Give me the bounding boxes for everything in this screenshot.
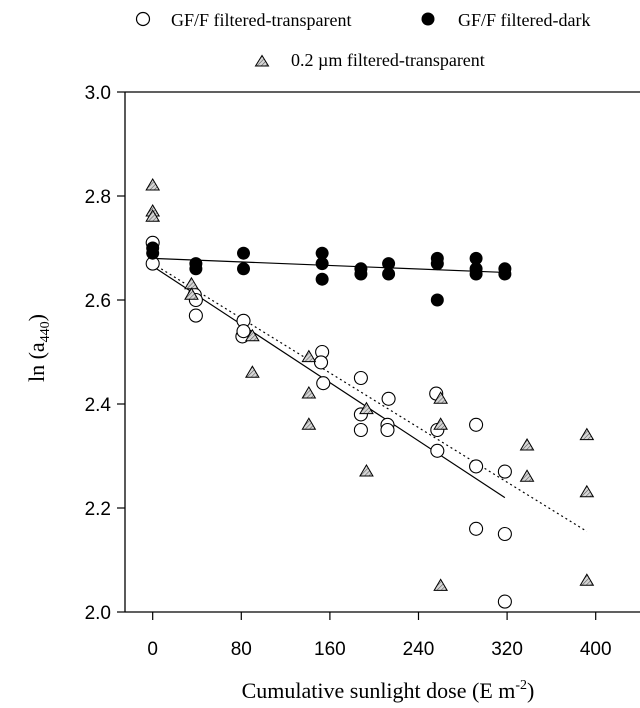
fit-line-series-1 <box>152 257 505 274</box>
point-open-circle <box>188 308 203 323</box>
x-tick-label: 80 <box>231 639 252 660</box>
legend-open-circle-marker <box>135 11 151 27</box>
point-hatched-triangle <box>519 469 535 482</box>
point-open-circle <box>353 370 368 386</box>
legend-label-dark: GF/F filtered-dark <box>458 10 590 30</box>
legend-item-dark: GF/F filtered-dark <box>421 10 590 30</box>
point-hatched-triangle <box>579 427 595 441</box>
point-hatched-triangle <box>301 417 317 430</box>
point-open-circle <box>469 521 484 536</box>
point-filled-circle <box>237 246 251 260</box>
x-axis-title-sup: -2 <box>515 678 527 693</box>
point-hatched-triangle <box>579 573 595 586</box>
point-open-circle <box>497 526 512 542</box>
x-axis-title-tail: ) <box>527 678 534 703</box>
legend-item-transparent: GF/F filtered-transparent <box>135 10 351 30</box>
point-hatched-triangle <box>359 464 374 477</box>
point-open-circle <box>316 376 331 391</box>
point-hatched-triangle <box>433 417 449 430</box>
legend-triangle-marker <box>254 54 270 67</box>
x-axis-title: Cumulative sunlight dose (E m-2) <box>242 678 535 703</box>
fit-line-series-2 <box>152 263 588 532</box>
y-axis-title: ln (a440) <box>24 314 53 382</box>
point-hatched-triangle <box>145 209 161 222</box>
point-hatched-triangle <box>433 578 449 591</box>
point-hatched-triangle <box>244 365 260 378</box>
point-filled-circle <box>469 267 483 281</box>
point-open-circle <box>236 324 251 339</box>
y-tick-label: 2.6 <box>85 291 111 312</box>
point-open-circle <box>469 417 484 432</box>
point-hatched-triangle <box>301 386 317 399</box>
y-tick-label: 2.4 <box>85 395 112 416</box>
x-tick-label: 400 <box>580 639 612 660</box>
point-open-circle <box>380 422 395 438</box>
point-hatched-triangle <box>579 484 595 498</box>
point-open-circle <box>469 459 484 474</box>
x-tick-label: 160 <box>314 639 346 660</box>
fit-lines <box>152 257 588 532</box>
point-open-circle <box>430 443 445 458</box>
data-points <box>145 178 595 609</box>
x-tick-label: 0 <box>147 639 158 660</box>
point-filled-circle <box>354 267 368 281</box>
x-tick-label: 240 <box>403 639 435 660</box>
legend-item-0-2um: 0.2 µm filtered-transparent <box>254 50 485 70</box>
point-open-circle <box>497 464 512 479</box>
legend-label-transparent: GF/F filtered-transparent <box>171 10 351 30</box>
point-filled-circle <box>237 262 251 276</box>
point-open-circle <box>353 422 368 438</box>
y-tick-label: 3.0 <box>85 83 111 104</box>
point-hatched-triangle <box>145 178 161 191</box>
point-filled-circle <box>382 267 396 281</box>
point-filled-circle <box>382 257 396 271</box>
y-ticks: 2.0 2.2 2.4 2.6 2.8 3.0 <box>85 83 125 624</box>
y-tick-label: 2.2 <box>85 499 111 520</box>
point-open-circle <box>313 355 329 370</box>
point-filled-circle <box>146 246 160 260</box>
point-hatched-triangle <box>433 391 449 404</box>
y-tick-label: 2.0 <box>85 603 111 624</box>
point-filled-circle <box>189 262 203 276</box>
legend-label-0-2um: 0.2 µm filtered-transparent <box>291 50 485 70</box>
x-ticks: 0 80 160 240 320 400 <box>147 612 612 660</box>
y-axis-title-main: ln (a <box>24 342 49 382</box>
point-filled-circle <box>498 267 512 281</box>
y-tick-label: 2.8 <box>85 187 111 208</box>
legend-filled-circle-marker <box>421 12 435 26</box>
point-open-circle <box>497 594 512 609</box>
point-hatched-triangle <box>301 349 317 363</box>
point-filled-circle <box>469 251 483 265</box>
point-hatched-triangle <box>184 287 199 300</box>
x-tick-label: 320 <box>491 639 523 660</box>
point-filled-circle <box>315 272 329 286</box>
y-axis-title-tail: ) <box>24 314 49 321</box>
point-filled-circle <box>315 257 329 271</box>
legend: GF/F filtered-transparent GF/F filtered-… <box>135 10 590 70</box>
point-filled-circle <box>430 293 444 307</box>
point-filled-circle <box>430 257 444 271</box>
point-open-circle <box>381 391 396 406</box>
point-hatched-triangle <box>184 276 199 290</box>
y-axis-title-sub: 440 <box>38 321 53 342</box>
x-axis-title-main: Cumulative sunlight dose (E m <box>242 678 516 703</box>
point-hatched-triangle <box>359 401 374 415</box>
point-hatched-triangle <box>244 328 260 342</box>
point-filled-circle <box>315 246 329 260</box>
point-hatched-triangle <box>519 438 535 451</box>
